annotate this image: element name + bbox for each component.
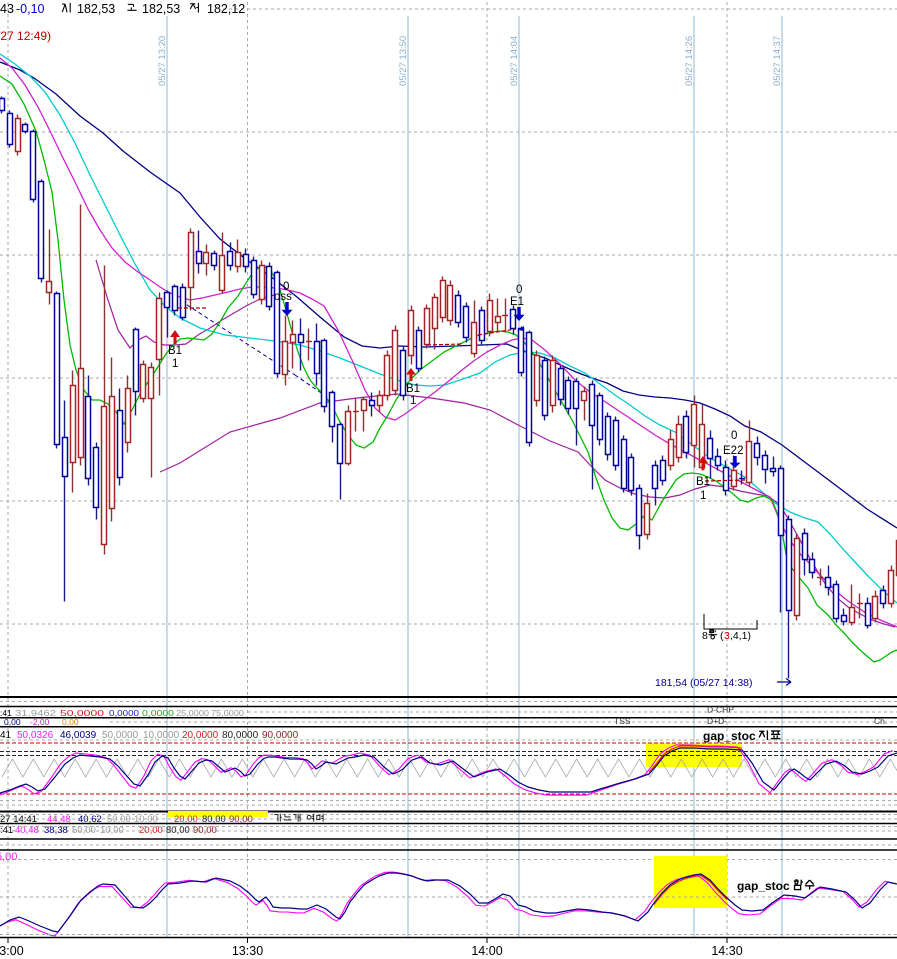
svg-text:1: 1 [172, 358, 178, 370]
svg-text:TSS: TSS [614, 716, 631, 726]
svg-text:oss: oss [274, 291, 292, 303]
svg-text:10,00: 10,00 [100, 825, 124, 836]
svg-text:50,00: 50,00 [107, 814, 131, 825]
svg-text:44,48: 44,48 [47, 814, 71, 825]
svg-text:-2,00: -2,00 [30, 717, 50, 727]
svg-text:50,0000: 50,0000 [60, 708, 104, 718]
svg-text:1: 1 [410, 395, 416, 407]
svg-text:182,53: 182,53 [77, 2, 115, 16]
svg-text:46,0039: 46,0039 [60, 730, 97, 741]
svg-text:gap_stoc: gap_stoc [737, 879, 790, 893]
svg-text:0: 0 [516, 284, 522, 296]
svg-text:13:00: 13:00 [0, 944, 24, 958]
svg-text:E1: E1 [510, 296, 524, 308]
svg-text::41: :41 [0, 708, 12, 718]
svg-text:75,0000: 75,0000 [211, 708, 244, 718]
svg-text:B1: B1 [406, 383, 420, 395]
svg-text:80,0000: 80,0000 [222, 730, 259, 741]
svg-text:,4,1): ,4,1) [730, 630, 751, 642]
svg-text:14:30: 14:30 [711, 944, 742, 958]
svg-text:90,00: 90,00 [229, 814, 253, 825]
svg-text:38,38: 38,38 [44, 825, 68, 836]
svg-text:B1: B1 [696, 476, 710, 488]
svg-text:10,00: 10,00 [134, 814, 158, 825]
svg-text:05/27 14:26: 05/27 14:26 [684, 36, 695, 86]
svg-text:D-CHP: D-CHP [707, 705, 734, 715]
svg-text:0,0000: 0,0000 [109, 708, 139, 718]
svg-text:0: 0 [283, 281, 289, 293]
svg-text:40,48: 40,48 [15, 825, 39, 836]
svg-text:20,0000: 20,0000 [182, 730, 219, 741]
svg-text:31,9462: 31,9462 [15, 708, 56, 718]
svg-text:90,0000: 90,0000 [262, 730, 299, 741]
svg-text:E22: E22 [723, 445, 743, 457]
svg-text:1: 1 [700, 490, 706, 502]
svg-text:D+D-: D+D- [707, 716, 727, 726]
svg-text:181,54 (05/27 14:38): 181,54 (05/27 14:38) [655, 677, 753, 689]
svg-text:41: 41 [0, 730, 12, 741]
svg-text:10,0000: 10,0000 [143, 730, 180, 741]
svg-text:43: 43 [0, 2, 14, 16]
svg-text:5,00: 5,00 [0, 851, 17, 863]
svg-text:80,00: 80,00 [166, 825, 190, 836]
svg-text:25,0000: 25,0000 [176, 708, 209, 718]
svg-text:B1: B1 [168, 345, 182, 357]
svg-text:/27 12:49): /27 12:49) [0, 29, 51, 43]
svg-text:-0,10: -0,10 [16, 2, 45, 16]
svg-text:14:00: 14:00 [471, 944, 502, 958]
svg-text:0,00: 0,00 [62, 717, 79, 727]
svg-text:20,00: 20,00 [174, 814, 198, 825]
svg-text:50,00: 50,00 [72, 825, 96, 836]
svg-text:27 14:41: 27 14:41 [0, 814, 37, 825]
svg-text:182,12: 182,12 [207, 2, 245, 16]
svg-text:90,00: 90,00 [193, 825, 217, 836]
svg-text:gap_stoc: gap_stoc [703, 729, 756, 743]
svg-text:05/27 14:37: 05/27 14:37 [772, 36, 783, 86]
svg-text:05/27 13:20: 05/27 13:20 [157, 36, 168, 86]
svg-text:13:30: 13:30 [232, 944, 263, 958]
svg-text:(: ( [720, 630, 724, 642]
svg-text:182,53: 182,53 [142, 2, 180, 16]
svg-text:50,0000: 50,0000 [102, 730, 139, 741]
svg-text:3: 3 [724, 630, 730, 642]
svg-text:0,00: 0,00 [4, 717, 21, 727]
svg-text:0,0000: 0,0000 [142, 708, 174, 718]
svg-text:50,0326: 50,0326 [17, 730, 54, 741]
svg-text::41: :41 [0, 825, 13, 836]
svg-text:8: 8 [702, 630, 708, 642]
svg-text:40,62: 40,62 [78, 814, 102, 825]
svg-text:20,00: 20,00 [139, 825, 163, 836]
svg-text:05/27 13:50: 05/27 13:50 [398, 36, 409, 86]
svg-text:0: 0 [731, 430, 737, 442]
svg-text:80,00: 80,00 [202, 814, 226, 825]
svg-text:Ch.: Ch. [874, 716, 887, 726]
svg-text:05/27 14:04: 05/27 14:04 [509, 36, 520, 86]
